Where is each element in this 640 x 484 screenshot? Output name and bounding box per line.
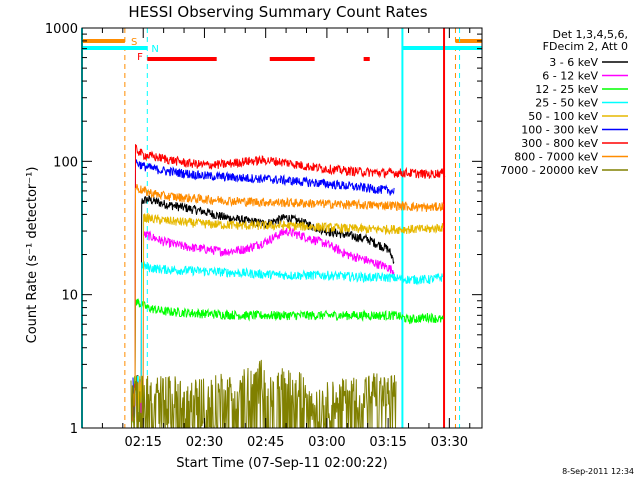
flag-s-label: S [131,37,137,48]
flag-f-label: F [137,52,143,63]
x-tick-label: 02:45 [247,435,284,450]
series-line [132,159,395,418]
flag-annotations: S NF [81,28,482,428]
axes: 1 10 100 1000 02:15 02:30 02:45 03:00 03:15 03:30 [45,22,483,450]
series-4 [135,212,444,428]
x-axis-label: Start Time (07-Sep-11 02:00:22) [176,456,387,471]
series-line [132,144,446,422]
legend-entry-label: 50 - 100 keV [528,110,598,123]
series-line [132,298,444,423]
flag-n-label: N [151,44,158,55]
legend-entry-label: 25 - 50 keV [535,97,598,110]
legend-entry-label: 800 - 7000 keV [514,151,598,164]
series-line [132,183,444,408]
x-tick-label: 03:00 [308,435,345,450]
y-label-text: Count Rate (s⁻¹ detector⁻¹) [25,167,40,344]
series-layer [130,144,446,429]
legend-entry-label: 6 - 12 keV [542,70,598,83]
footer-timestamp: 8-Sep-2011 12:34 [562,467,634,476]
x-tick-label: 02:15 [124,435,161,450]
series-8 [130,359,397,429]
series-0 [135,194,395,415]
series-5 [132,159,395,418]
legend-entry-label: 7000 - 20000 keV [500,164,598,177]
legend-entry-label: 100 - 300 keV [521,124,598,137]
series-3 [135,261,444,420]
series-1 [135,226,395,420]
series-line [135,261,444,420]
x-tick-label: 03:15 [369,435,406,450]
legend: Det 1,3,4,5,6,FDecim 2, Att 0 3 - 6 keV6 … [500,28,628,177]
series-2 [132,298,444,423]
legend-header-line: FDecim 2, Att 0 [543,40,628,53]
y-tick-label: 1 [70,422,78,437]
y-tick-label: 100 [53,155,78,170]
x-tick-label: 03:30 [431,435,468,450]
series-7 [132,183,444,408]
legend-entry-label: 3 - 6 keV [549,56,598,69]
plot-frame [81,27,483,429]
y-axis-label: Count Rate (s⁻¹ detector⁻¹) [25,167,40,344]
series-line [135,194,395,415]
series-line [135,226,395,420]
series-6 [132,144,446,422]
legend-header-line: Det 1,3,4,5,6, [552,28,628,41]
legend-entry-label: 300 - 800 keV [521,137,598,150]
chart-title: HESSI Observing Summary Count Rates [128,3,427,21]
y-tick-label: 1000 [45,22,78,37]
legend-entry-label: 12 - 25 keV [535,83,598,96]
x-tick-label: 02:30 [186,435,223,450]
series-line [135,212,444,428]
series-line [130,359,397,429]
y-tick-label: 10 [61,289,78,304]
